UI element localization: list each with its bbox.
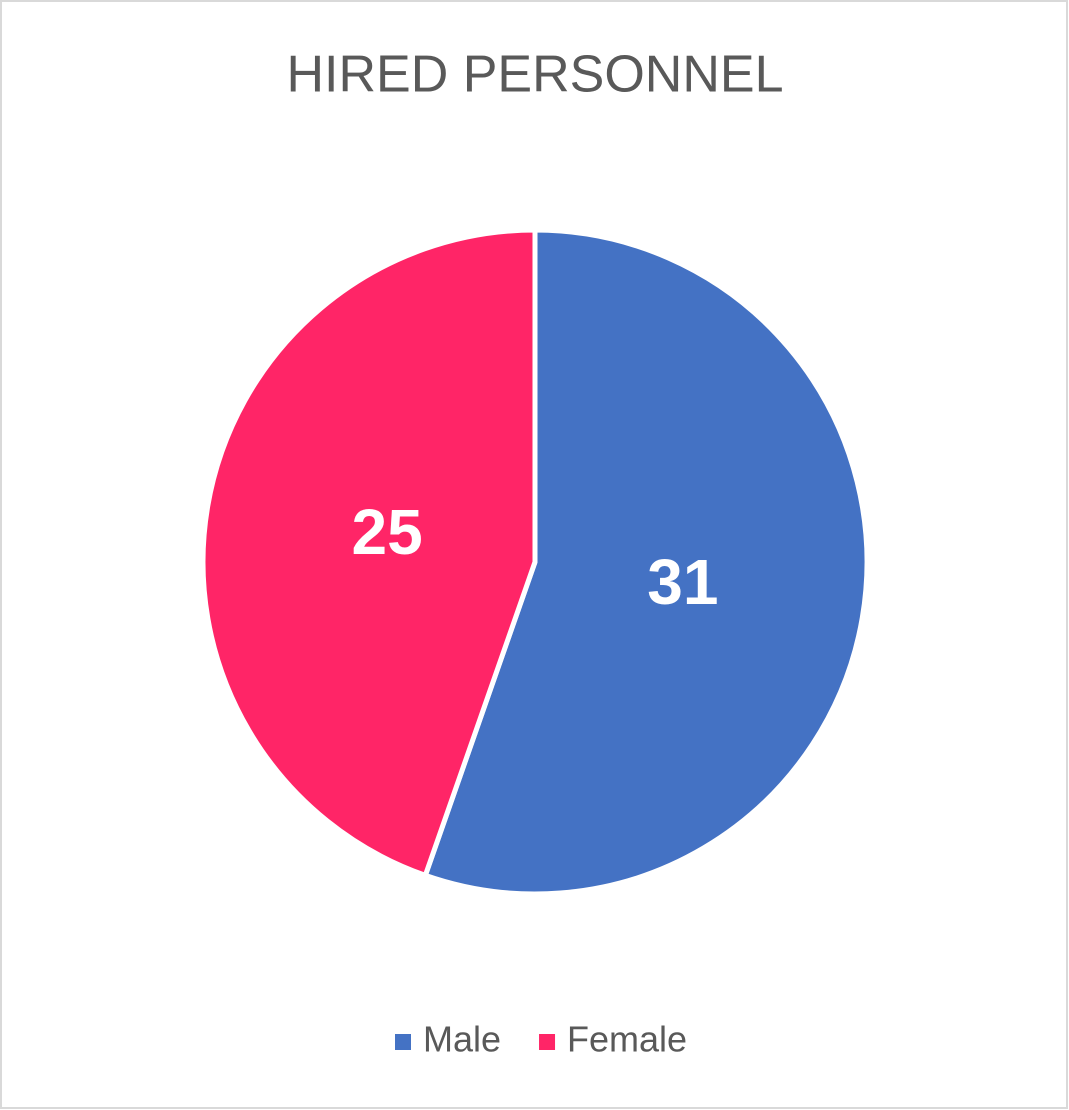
legend-swatch: [539, 1034, 556, 1050]
chart-title: HIRED PERSONNEL: [287, 46, 784, 104]
data-label: 31: [647, 546, 718, 618]
pie-slice: [200, 227, 538, 878]
legend-label: Female: [567, 1019, 687, 1060]
legend-label: Male: [423, 1019, 501, 1060]
legend-swatch: [395, 1034, 411, 1050]
data-label: 25: [352, 496, 423, 568]
